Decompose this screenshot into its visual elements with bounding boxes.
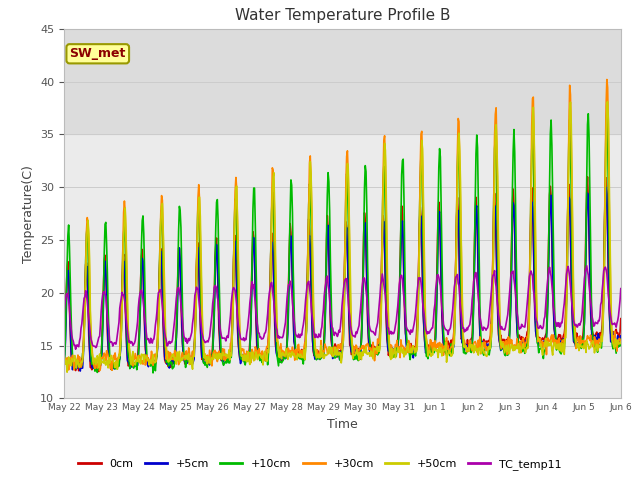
Bar	[64, 29, 621, 134]
Y-axis label: Temperature(C): Temperature(C)	[22, 165, 35, 263]
Legend: 0cm, +5cm, +10cm, +30cm, +50cm, TC_temp11: 0cm, +5cm, +10cm, +30cm, +50cm, TC_temp1…	[74, 455, 566, 474]
Title: Water Temperature Profile B: Water Temperature Profile B	[235, 9, 450, 24]
X-axis label: Time: Time	[327, 418, 358, 431]
Text: SW_met: SW_met	[70, 48, 126, 60]
